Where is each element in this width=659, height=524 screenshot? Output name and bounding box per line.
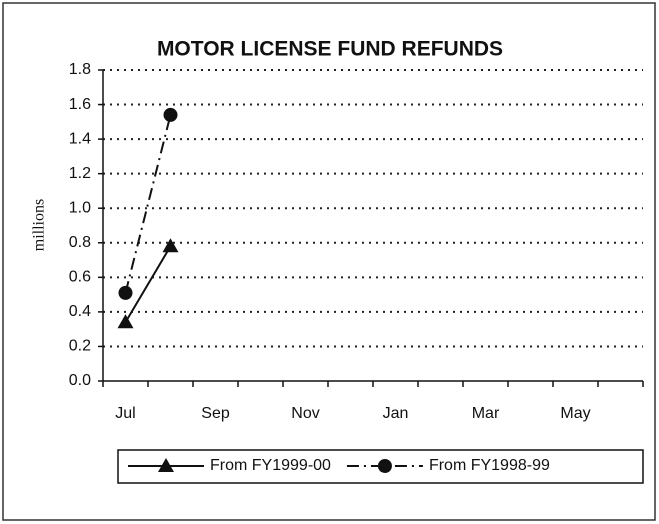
y-tick-label: 0.8 [69,234,91,251]
data-point [117,314,134,329]
chart-title: MOTOR LICENSE FUND REFUNDS [157,38,503,61]
x-tick-label: Jul [115,405,135,422]
series-line [124,114,172,294]
y-tick-label: 1.2 [69,165,91,182]
data-point [118,285,133,300]
legend-marker [377,459,392,473]
legend-label: From FY1998-99 [429,457,550,474]
x-tick-label: May [560,405,590,422]
y-tick-label: 1.0 [69,199,91,216]
data-point [162,238,179,253]
x-tick-label: Nov [291,405,319,422]
legend-marker [158,458,174,472]
y-tick-label: 0.6 [69,269,91,286]
y-tick-label: 0.2 [69,338,91,355]
y-axis-label: millions [31,199,48,251]
x-tick-label: Mar [472,405,500,422]
y-tick-label: 1.4 [69,130,91,147]
legend-label: From FY1999-00 [210,457,331,474]
x-tick-label: Sep [201,405,230,422]
y-tick-label: 1.8 [69,61,91,78]
y-tick-label: 0.4 [69,303,91,320]
legend-box [117,449,644,484]
y-tick-label: 0.0 [69,372,91,389]
series-line [124,245,172,323]
data-point [163,107,178,122]
x-tick-label: Jan [383,405,409,422]
y-tick-label: 1.6 [69,96,91,113]
